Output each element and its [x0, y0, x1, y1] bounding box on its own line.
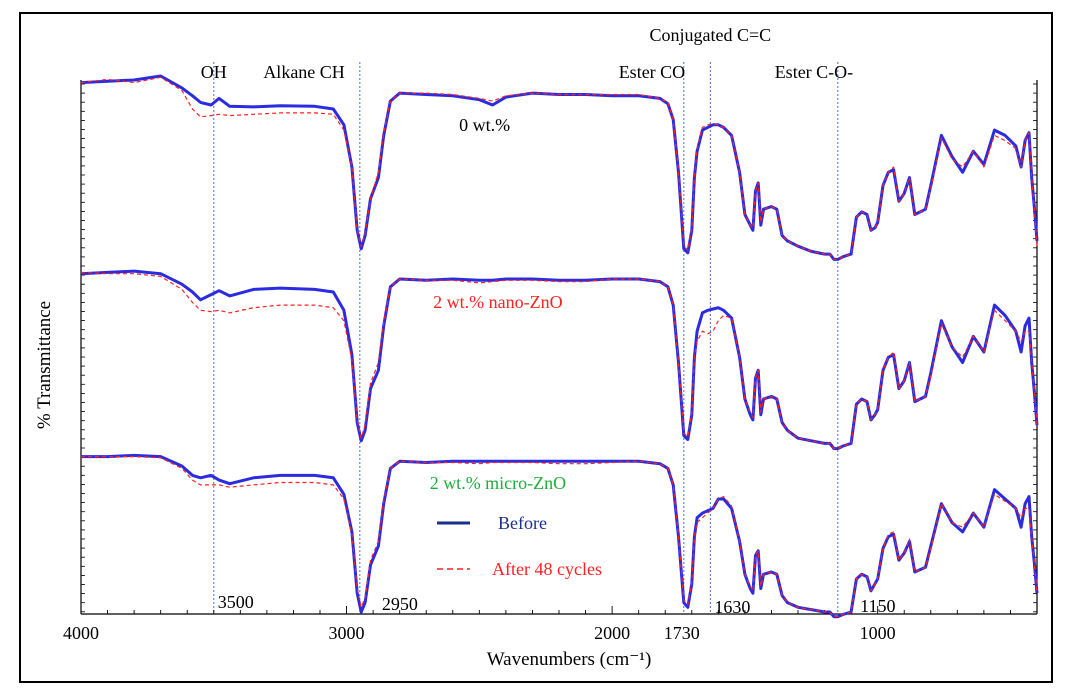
- reference-lines: [213, 62, 839, 614]
- band-label-4: Ester C-O-: [775, 62, 853, 82]
- ref-value-2950: 2950: [382, 594, 418, 614]
- band-label-1: Alkane CH: [263, 62, 344, 82]
- legend: Before After 48 cycles: [437, 513, 602, 579]
- x-axis-label: Wavenumbers (cm⁻¹): [487, 649, 652, 670]
- legend-label-before: Before: [498, 513, 547, 533]
- panel-label-2: 2 wt.% micro-ZnO: [430, 473, 566, 493]
- x-tick-label-1730: 1730: [664, 623, 700, 643]
- series-after-panel-1: [80, 271, 1038, 450]
- ref-value-3500: 3500: [218, 592, 254, 612]
- figure-frame: [19, 12, 1053, 683]
- x-tick-label-3000: 3000: [329, 623, 365, 643]
- band-label-3: Ester CO: [619, 62, 686, 82]
- panel-label-0: 0 wt.%: [459, 115, 510, 135]
- x-tick-label-1000: 1000: [860, 623, 896, 643]
- y-axis-label: % Transmittance: [34, 301, 55, 429]
- annotations: OH Alkane CH Conjugated C=C Ester CO Ester C…: [201, 25, 896, 617]
- ref-value-1150: 1150: [860, 596, 895, 616]
- x-ticks: 4000 3000 2000 1000 1730: [63, 606, 1038, 643]
- legend-label-after: After 48 cycles: [492, 559, 602, 579]
- series-after-panel-0: [80, 76, 1038, 260]
- y-ticks: [81, 83, 1037, 613]
- series-group: [80, 74, 1039, 619]
- series-after-panel-2: [81, 456, 1038, 618]
- ref-value-1630: 1630: [714, 597, 750, 617]
- band-label-2: Conjugated C=C: [650, 25, 772, 45]
- panel-label-1: 2 wt.% nano-ZnO: [433, 292, 562, 312]
- x-tick-label-2000: 2000: [594, 623, 630, 643]
- band-label-0: OH: [201, 62, 227, 82]
- x-tick-label-4000: 4000: [63, 623, 99, 643]
